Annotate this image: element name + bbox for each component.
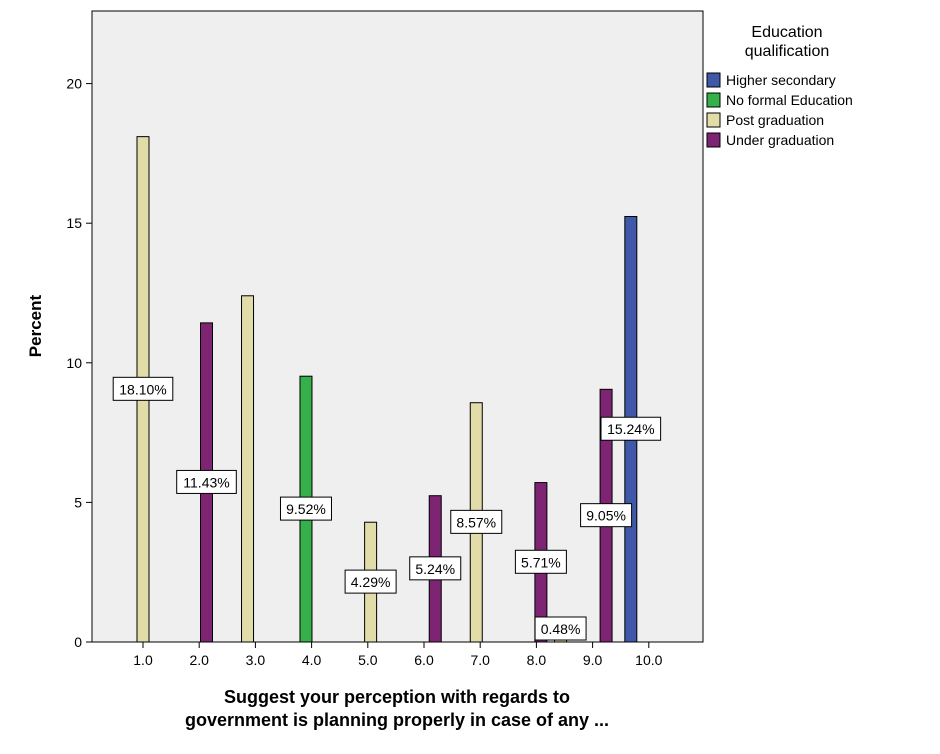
- data-label: 5.24%: [415, 561, 455, 577]
- data-label: 18.10%: [119, 381, 166, 397]
- data-label-box: [344, 569, 397, 594]
- x-axis-title-line-2: government is planning properly in case …: [185, 710, 609, 730]
- data-label-box: [409, 556, 462, 581]
- legend-swatch: [706, 132, 721, 148]
- data-label: 4.29%: [351, 574, 391, 590]
- x-tick-label: 7.0: [470, 652, 490, 668]
- y-tick-label: 15: [66, 215, 82, 231]
- legend-swatch: [706, 72, 721, 88]
- x-tick-label: 6.0: [414, 652, 434, 668]
- y-axis: 0 5 10 15 20: [66, 76, 92, 650]
- x-tick-label: 3.0: [246, 652, 266, 668]
- legend-label: Higher secondary: [726, 72, 836, 88]
- x-tick-label: 8.0: [527, 652, 547, 668]
- y-tick-label: 10: [66, 355, 82, 371]
- legend-label: Under graduation: [726, 132, 834, 148]
- data-label: 8.57%: [456, 514, 496, 530]
- data-label-box: [600, 416, 662, 441]
- data-label-box: [176, 469, 237, 494]
- legend-label: No formal Education: [726, 92, 853, 108]
- x-tick-label: 1.0: [133, 652, 153, 668]
- x-tick-label: 4.0: [302, 652, 322, 668]
- data-label-box: [580, 503, 633, 528]
- x-axis: 1.0 2.0 3.0 4.0 5.0 6.0 7.0 8.0 9.0 10.0: [133, 642, 663, 668]
- data-label: 9.05%: [586, 508, 626, 524]
- legend: Education qualification Higher secondary…: [706, 24, 853, 148]
- data-label-box: [450, 509, 503, 534]
- legend-swatch: [706, 112, 721, 128]
- data-label-box: [279, 496, 332, 521]
- x-axis-title-line-1: Suggest your perception with regards to: [224, 687, 570, 707]
- x-tick-label: 5.0: [358, 652, 378, 668]
- data-label: 0.48%: [541, 621, 581, 637]
- bar: [241, 295, 255, 643]
- legend-title-line-2: qualification: [745, 43, 830, 60]
- bar-series: [136, 136, 638, 643]
- legend-title-line-1: Education: [751, 24, 822, 41]
- data-label-box: [534, 616, 587, 641]
- x-tick-label: 9.0: [583, 652, 603, 668]
- y-axis-title: Percent: [26, 294, 45, 357]
- x-tick-label: 10.0: [635, 652, 662, 668]
- data-label-box: [112, 376, 174, 401]
- y-tick-label: 5: [74, 494, 82, 510]
- data-label: 11.43%: [183, 474, 229, 490]
- x-tick-label: 2.0: [189, 652, 209, 668]
- legend-label: Post graduation: [726, 112, 824, 128]
- y-tick-label: 20: [66, 76, 82, 92]
- data-label: 9.52%: [286, 501, 326, 517]
- data-label: 5.71%: [521, 554, 561, 570]
- data-label: 15.24%: [607, 421, 654, 437]
- legend-swatch: [706, 92, 721, 108]
- y-tick-label: 0: [74, 634, 82, 650]
- data-label-box: [514, 549, 567, 574]
- data-labels: 18.10% 11.43% 9.52% 4.29% 5.24% 8.57% 5.71% 0.4…: [112, 376, 662, 641]
